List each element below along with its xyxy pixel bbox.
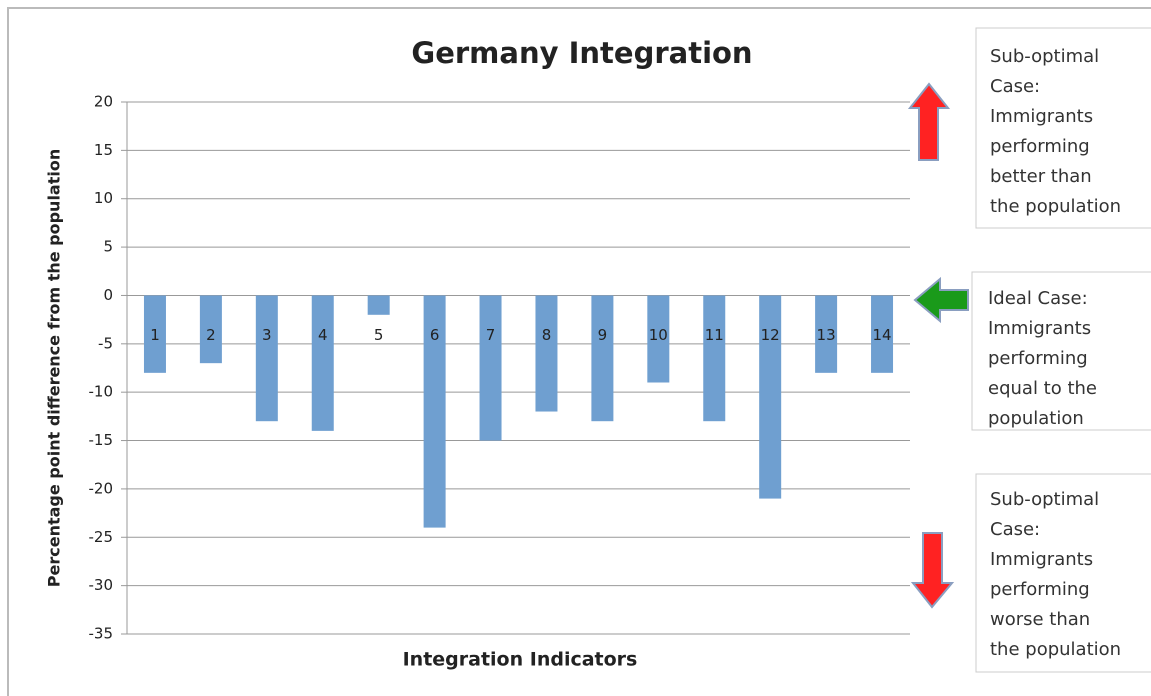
annotation-text: worse than: [990, 609, 1090, 630]
y-axis-label: Percentage point difference from the pop…: [45, 149, 64, 587]
bar: [871, 295, 894, 373]
annotation-box: [971, 271, 1151, 431]
bar: [815, 295, 838, 373]
x-tick-label: 4: [318, 326, 328, 344]
x-tick-label: 8: [542, 326, 552, 344]
chart-border: [7, 7, 1151, 696]
bar: [367, 295, 390, 315]
annotation-text: Sub-optimal: [990, 489, 1099, 510]
annotation-text: better than: [990, 166, 1092, 187]
x-tick-label: 2: [206, 326, 216, 344]
annotation-text: Immigrants: [990, 549, 1093, 570]
bar: [759, 295, 782, 499]
annotation-text: performing: [990, 136, 1090, 157]
annotation-text: performing: [988, 348, 1088, 369]
y-tick-label: 10: [94, 189, 113, 207]
arrow-up: [907, 82, 951, 161]
annotation-text: Ideal Case:: [988, 288, 1088, 309]
bar: [479, 295, 502, 441]
x-tick-label: 9: [598, 326, 608, 344]
y-tick-label: 5: [103, 238, 113, 256]
arrow-down: [910, 532, 955, 609]
x-tick-label: 1: [150, 326, 160, 344]
x-tick-label: 11: [705, 326, 724, 344]
y-tick-label: -25: [89, 528, 114, 546]
x-tick-label: 14: [872, 326, 891, 344]
bar: [423, 295, 446, 528]
y-tick-label: 0: [103, 286, 113, 304]
annotation-text: equal to the: [988, 378, 1097, 399]
x-tick-label: 10: [649, 326, 668, 344]
annotation-text: Sub-optimal: [990, 46, 1099, 67]
annotation-text: Immigrants: [990, 106, 1093, 127]
x-tick-label: 6: [430, 326, 440, 344]
y-tick-label: -15: [89, 431, 114, 449]
bar: [143, 295, 166, 373]
annotation-text: Case:: [990, 519, 1040, 540]
arrow-left: [913, 276, 969, 324]
bar: [591, 295, 614, 422]
annotation-text: the population: [990, 639, 1121, 660]
annotation-text: the population: [990, 196, 1121, 217]
annotation-text: Case:: [990, 76, 1040, 97]
y-tick-label: 15: [94, 141, 113, 159]
x-tick-label: 12: [761, 326, 780, 344]
y-tick-label: 20: [94, 93, 113, 111]
x-axis-label: Integration Indicators: [403, 649, 638, 671]
x-tick-label: 5: [374, 326, 384, 344]
bar: [647, 295, 670, 383]
bar: [199, 295, 222, 364]
y-tick-label: -20: [89, 479, 114, 497]
y-tick-label: -30: [89, 576, 114, 594]
annotation-box: [975, 473, 1151, 673]
x-tick-label: 7: [486, 326, 496, 344]
x-tick-label: 13: [817, 326, 836, 344]
bar: [255, 295, 278, 422]
x-tick-label: 3: [262, 326, 272, 344]
annotation-box: [975, 27, 1151, 229]
annotation-text: population: [988, 408, 1084, 429]
bar: [311, 295, 334, 431]
bar: [703, 295, 726, 422]
chart-title: Germany Integration: [411, 36, 752, 70]
annotation-text: Immigrants: [988, 318, 1091, 339]
annotation-text: performing: [990, 579, 1090, 600]
bar: [535, 295, 558, 412]
y-tick-label: -35: [89, 625, 114, 643]
y-tick-label: -10: [89, 383, 114, 401]
y-tick-label: -5: [98, 334, 113, 352]
